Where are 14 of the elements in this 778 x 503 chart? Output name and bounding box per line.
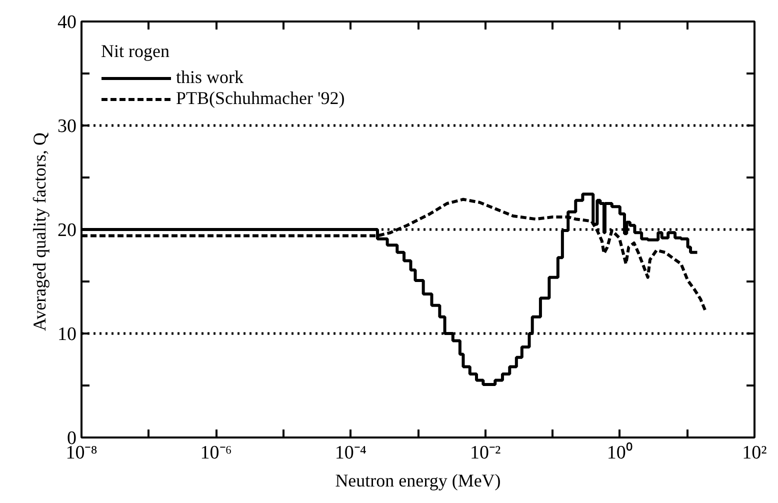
- x-tick-label: 10²: [742, 442, 768, 464]
- y-axis-title: Averaged quality factors, Q: [30, 132, 50, 332]
- x-tick-label: 10⁻⁶: [200, 442, 232, 464]
- legend-title: Nit rogen: [101, 41, 170, 62]
- legend-label: this work: [176, 67, 244, 88]
- x-axis-title: Neutron energy (MeV): [335, 470, 501, 490]
- x-tick-label: 10⁻⁴: [334, 442, 367, 464]
- x-tick-label: 10⁰: [606, 442, 633, 464]
- legend-label: PTB(Schuhmacher '92): [176, 88, 345, 109]
- y-tick-label: 20: [58, 220, 76, 241]
- y-tick-label: 10: [58, 324, 76, 345]
- y-tick-label: 30: [58, 116, 76, 137]
- y-tick-label: 40: [58, 12, 76, 33]
- x-tick-label: 10⁻²: [470, 442, 501, 464]
